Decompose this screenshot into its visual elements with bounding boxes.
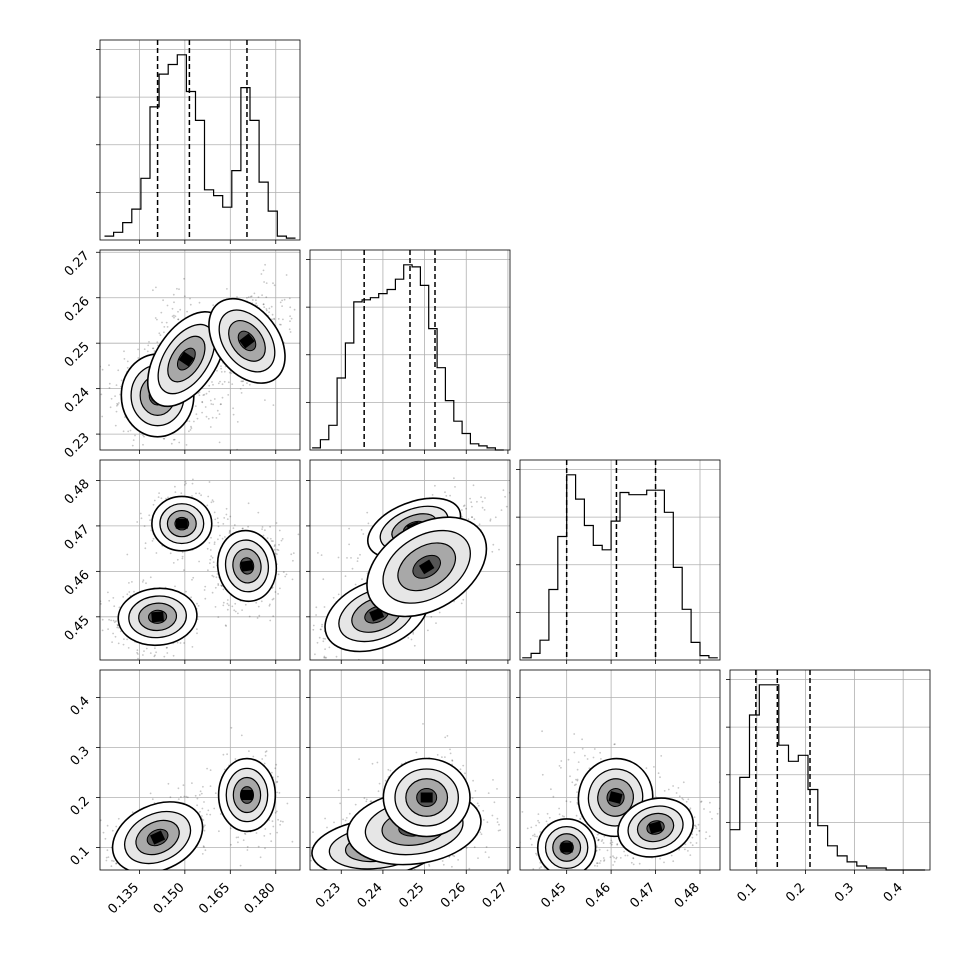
scatter-panel-3-1 xyxy=(309,669,511,871)
scatter-panel-3-2 xyxy=(519,669,721,871)
histogram-panel-2 xyxy=(516,459,721,661)
x-tick-label: 0.165 xyxy=(196,880,233,917)
scatter-panel-2-0 xyxy=(99,459,301,661)
scatter-panel-2-1 xyxy=(309,459,511,661)
density-contours xyxy=(324,497,488,653)
y-tick-label: 0.48 xyxy=(62,477,93,508)
y-tick-label: 0.2 xyxy=(68,794,93,819)
x-tick-label: 0.46 xyxy=(583,880,614,911)
x-tick-label: 0.23 xyxy=(313,880,344,911)
histogram-step xyxy=(730,684,926,871)
y-tick-label: 0.4 xyxy=(68,694,93,719)
x-tick-label: 0.26 xyxy=(438,880,469,911)
scatter-panel-3-0 xyxy=(99,669,301,871)
histogram-panel-0 xyxy=(96,39,301,241)
x-tick-label: 0.48 xyxy=(672,880,703,911)
x-tick-label: 0.4 xyxy=(881,880,906,905)
x-tick-label: 0.1 xyxy=(734,880,759,905)
histogram-panel-1 xyxy=(306,249,511,451)
x-tick-label: 0.25 xyxy=(396,880,427,911)
density-contours xyxy=(111,757,277,870)
histogram-step xyxy=(522,474,718,659)
y-tick-label: 0.27 xyxy=(62,248,93,279)
x-tick-label: 0.3 xyxy=(832,880,857,905)
x-tick-label: 0.150 xyxy=(151,880,188,917)
histogram-step xyxy=(104,54,296,239)
y-tick-label: 0.46 xyxy=(62,568,93,599)
x-tick-label: 0.2 xyxy=(783,880,808,905)
scatter-panel-1-0 xyxy=(99,249,301,451)
y-tick-label: 0.23 xyxy=(62,430,93,461)
y-tick-label: 0.1 xyxy=(68,844,93,869)
x-tick-label: 0.47 xyxy=(627,880,658,911)
x-tick-label: 0.24 xyxy=(355,880,386,911)
y-tick-label: 0.25 xyxy=(62,339,93,370)
histogram-step xyxy=(312,264,504,451)
histogram-panel-3 xyxy=(726,669,931,871)
density-contours xyxy=(536,757,694,870)
y-tick-label: 0.3 xyxy=(68,744,93,769)
y-tick-label: 0.26 xyxy=(62,294,93,325)
x-tick-label: 0.180 xyxy=(242,880,279,917)
x-tick-label: 0.27 xyxy=(480,880,511,911)
density-contours xyxy=(120,297,286,438)
density-contours xyxy=(311,757,482,870)
x-tick-label: 0.135 xyxy=(105,880,142,917)
density-contours xyxy=(117,495,278,647)
y-tick-label: 0.45 xyxy=(62,613,93,644)
y-tick-label: 0.47 xyxy=(62,522,93,553)
x-tick-label: 0.45 xyxy=(538,880,569,911)
y-tick-label: 0.24 xyxy=(62,385,93,416)
